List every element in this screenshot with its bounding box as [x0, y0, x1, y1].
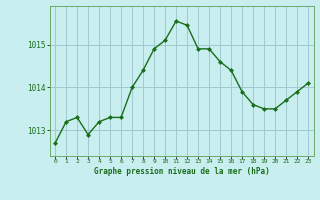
X-axis label: Graphe pression niveau de la mer (hPa): Graphe pression niveau de la mer (hPa)	[94, 167, 269, 176]
